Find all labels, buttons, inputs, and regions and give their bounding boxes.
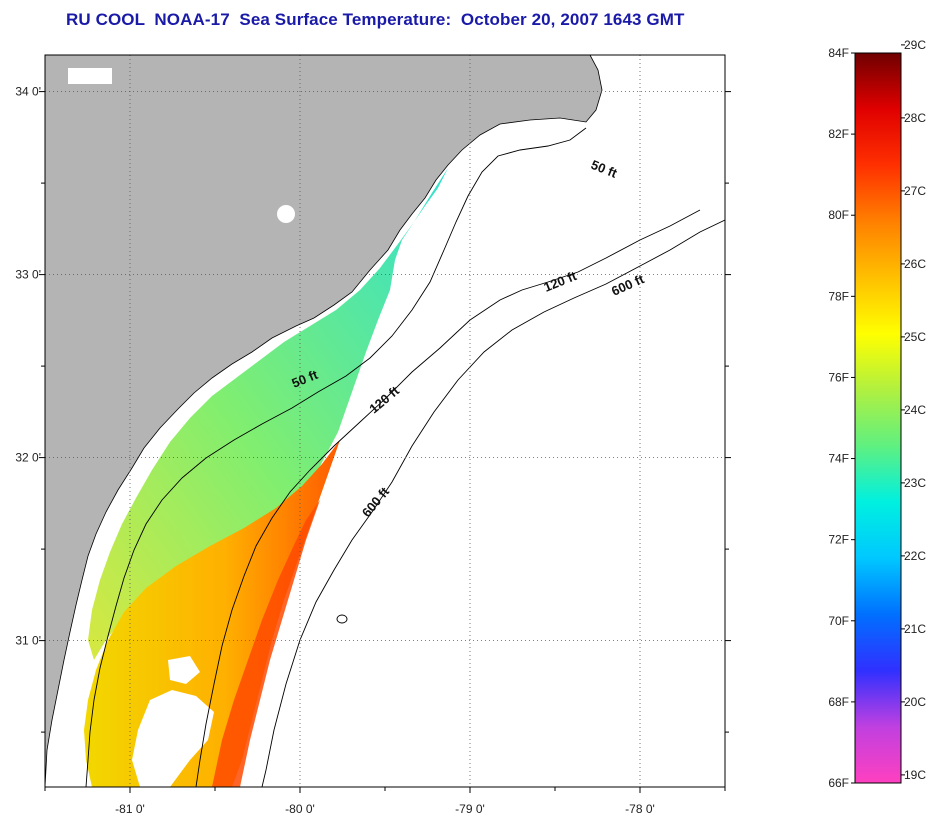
colorbar-f-label: 82F (828, 127, 849, 141)
coastline (45, 55, 603, 787)
colorbar-f-label: 70F (828, 614, 849, 628)
colorbar-f-label: 78F (828, 289, 849, 303)
contour-50ft (85, 127, 587, 787)
colorbar-c-label: 23C (904, 476, 926, 490)
contour-120ft (195, 209, 701, 787)
graticule (45, 55, 725, 787)
colorbar-fahrenheit-labels: 84F 82F 80F 78F 76F 74F 72F 70F 68F 66F (828, 46, 855, 790)
sst-swath-warm (84, 440, 340, 787)
colorbar-c-label: 22C (904, 549, 926, 563)
colorbar-celsius-labels: 29C 28C 27C 26C 25C 24C 23C 22C 21C 20C 19C (901, 40, 926, 782)
colorbar-c-label: 24C (904, 403, 926, 417)
colorbar-c-label: 29C (904, 40, 926, 52)
lon-tick-label: -80 0' (285, 802, 315, 816)
seamount-contour (336, 614, 348, 624)
colorbar-c-label: 21C (904, 622, 926, 636)
colorbar-f-label: 76F (828, 370, 849, 384)
lon-tick-label: -78 0' (625, 802, 655, 816)
colorbar-f-label: 80F (828, 208, 849, 222)
colorbar-c-label: 19C (904, 768, 926, 782)
no-data-patch (132, 690, 214, 787)
lon-tick-label: -81 0' (115, 802, 145, 816)
colorbar-f-label: 68F (828, 695, 849, 709)
colorbar-f-label: 74F (828, 452, 849, 466)
colorbar-scale (854, 52, 902, 784)
sst-warm-edge (212, 500, 320, 787)
lat-tick-label: 33 0' (15, 268, 41, 282)
colorbar: 84F 82F 80F 78F 76F 74F 72F 70F 68F 66F 29C 28C 27C… (828, 40, 926, 790)
map-title: RU COOL NOAA-17 Sea Surface Temperature:… (66, 10, 685, 29)
lat-tick-label: 31 0' (15, 634, 41, 648)
colorbar-c-label: 26C (904, 257, 926, 271)
map-plot-area: 50 ft 120 ft 600 ft 50 ft 120 ft 600 ft (45, 55, 725, 787)
colorbar-f-label: 84F (828, 46, 849, 60)
no-data-patch (68, 68, 112, 84)
no-data-patch (168, 656, 200, 684)
lon-tick-label: -79 0' (455, 802, 485, 816)
colorbar-f-label: 66F (828, 776, 849, 790)
colorbar-c-label: 20C (904, 695, 926, 709)
contour-600ft (261, 219, 725, 787)
colorbar-f-label: 72F (828, 533, 849, 547)
lat-tick-label: 34 0' (15, 85, 41, 99)
no-data-patch (277, 205, 295, 223)
lat-tick-label: 32 0' (15, 451, 41, 465)
land-mass (45, 55, 602, 787)
colorbar-c-label: 27C (904, 184, 926, 198)
sst-swath-cool (88, 168, 448, 660)
colorbar-c-label: 25C (904, 330, 926, 344)
map-axes: -81 0' -80 0' -79 0' -78 0' 34 0' 33 0' 32 0' 3… (15, 85, 731, 816)
colorbar-c-label: 28C (904, 111, 926, 125)
